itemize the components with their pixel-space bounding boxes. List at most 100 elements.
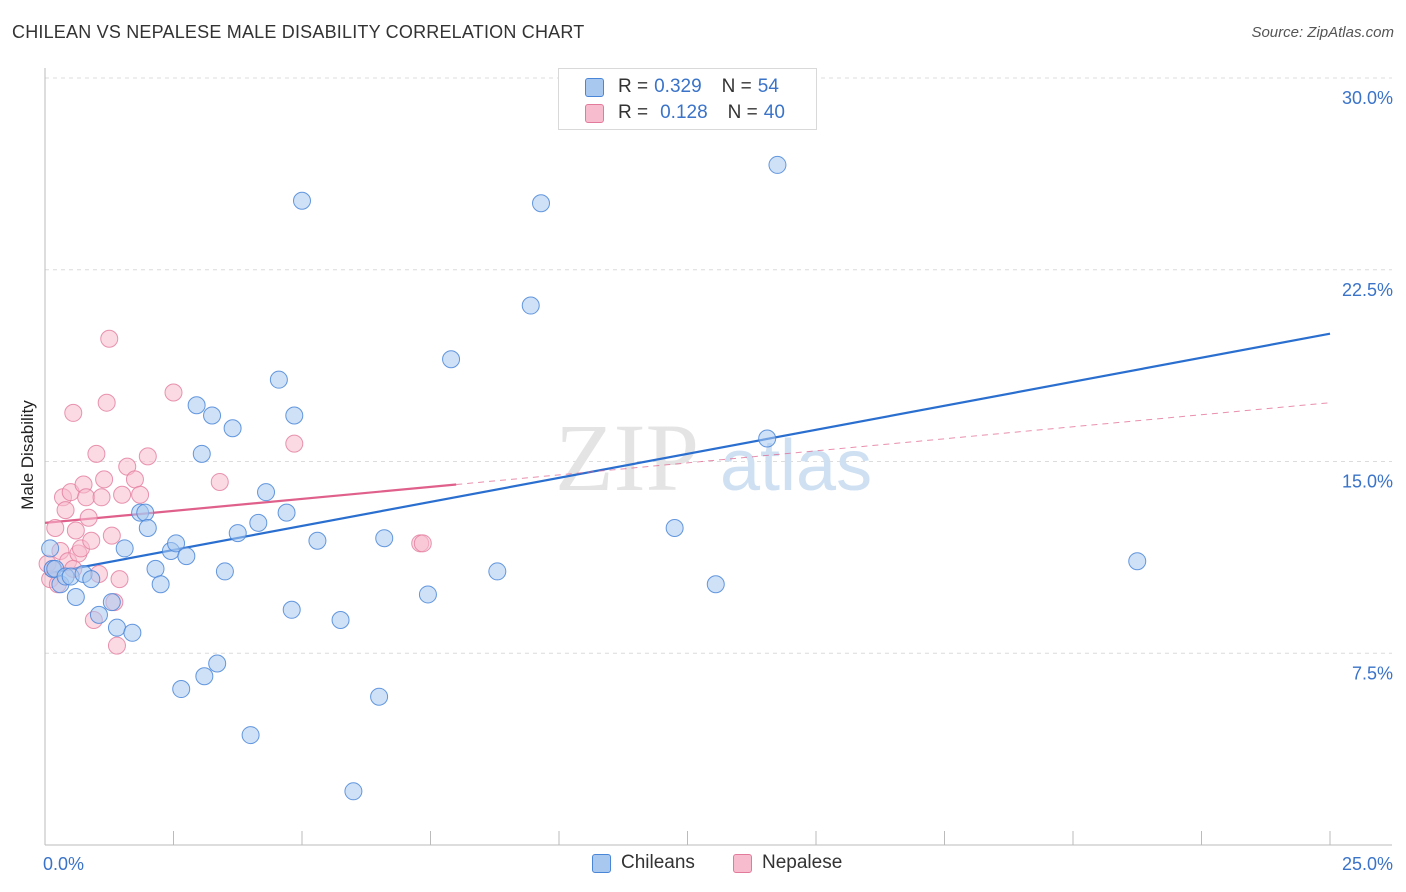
chileans-point (285, 406, 304, 425)
watermark-atlas: atlas (720, 426, 872, 506)
chileans-point (177, 547, 196, 566)
chileans-point (269, 370, 288, 389)
nepalese-point (138, 447, 157, 466)
nepalese-point (56, 501, 75, 520)
chileans-point (151, 575, 170, 594)
nepalese-trend-line (44, 483, 457, 524)
nepalese-point (100, 329, 119, 348)
chileans-point (228, 524, 247, 543)
chileans-point (172, 680, 191, 699)
nepalese-point (82, 531, 101, 550)
nepalese-point (87, 444, 106, 463)
chileans-point (488, 562, 507, 581)
chileans-point (167, 534, 186, 553)
chileans-point (115, 539, 134, 558)
chileans-point (282, 600, 301, 619)
chileans-point (442, 350, 461, 369)
chileans-point (107, 618, 126, 637)
nepalese-point (113, 485, 132, 504)
chileans-point (192, 444, 211, 463)
nepalese-swatch (733, 853, 752, 873)
chileans-point (249, 513, 268, 532)
chileans-point (41, 539, 60, 558)
source-label: Source: ZipAtlas.com (1251, 24, 1394, 41)
nepalese-point (413, 534, 432, 553)
legend-label: Chileans (621, 852, 695, 873)
chileans-point (375, 529, 394, 548)
legend-item-chileans: Chileans (592, 852, 695, 874)
chileans-swatch (592, 853, 611, 873)
watermark-zip: ZIP (555, 404, 699, 511)
chileans-point (138, 518, 157, 537)
chileans-point (241, 726, 260, 745)
y-tick-label: 15.0% (1342, 472, 1393, 492)
gridlines (45, 77, 1392, 654)
chileans-point (1128, 552, 1147, 571)
chileans-point (102, 593, 121, 612)
chileans-point (418, 585, 437, 604)
nepalese-point (97, 393, 116, 412)
nepalese-point (66, 521, 85, 540)
n-label: N = (721, 76, 752, 97)
axes (44, 68, 1392, 846)
nepalese-point (79, 508, 98, 527)
nepalese-point (95, 470, 114, 489)
legend-item-nepalese: Nepalese (733, 852, 842, 874)
chart-title: CHILEAN VS NEPALESE MALE DISABILITY CORR… (12, 22, 585, 42)
chileans-point (768, 155, 787, 174)
nepalese-point (77, 488, 96, 507)
r-value: 0.329 (654, 76, 702, 97)
chileans-trend-line (44, 332, 1331, 576)
nepalese-swatch (585, 103, 604, 123)
chileans-point (66, 588, 85, 607)
n-label: N = (727, 102, 758, 123)
chileans-swatch (585, 77, 604, 97)
watermark: ZIP atlas (555, 404, 872, 511)
chileans-point (203, 406, 222, 425)
chileans-point (344, 782, 363, 801)
chileans-point (257, 483, 276, 502)
chileans-point (277, 503, 296, 522)
nepalese-trend-extension (456, 402, 1331, 486)
nepalese-point (107, 636, 126, 655)
chileans-point (208, 654, 227, 673)
legend-label: Nepalese (762, 852, 843, 873)
r-label: R = (618, 102, 649, 123)
y-tick-label: 7.5% (1352, 663, 1393, 683)
nepalese-point (285, 434, 304, 453)
chileans-point (195, 667, 214, 686)
tick-labels: 7.5% 15.0% 22.5% 30.0% 0.0% 25.0% (43, 88, 1393, 874)
chileans-point (521, 296, 540, 315)
n-value: 40 (763, 102, 785, 123)
chileans-point (331, 611, 350, 630)
chileans-point (123, 623, 142, 642)
x-tick-label: 25.0% (1342, 854, 1393, 874)
legend-row-chileans: R = 0.329 N = 54 (585, 75, 779, 99)
chileans-point (215, 562, 234, 581)
r-label: R = (618, 76, 649, 97)
chileans-point (532, 194, 551, 213)
chileans-point (187, 396, 206, 415)
correlation-legend: R = 0.329 N = 54 R = 0.128 N = 40 (558, 68, 817, 130)
nepalese-point (46, 518, 65, 537)
chileans-point (136, 503, 155, 522)
chileans-point (82, 570, 101, 589)
chileans-point (146, 559, 165, 578)
chileans-point (665, 518, 684, 537)
r-value: 0.128 (660, 102, 708, 123)
n-value: 54 (757, 76, 779, 97)
y-tick-label: 22.5% (1342, 280, 1393, 300)
nepalese-point (110, 570, 129, 589)
chileans-point (223, 419, 242, 438)
chileans-point (758, 429, 777, 448)
chileans-point (706, 575, 725, 594)
trend-lines (44, 332, 1331, 576)
data-points (38, 155, 1147, 801)
nepalese-point (210, 472, 229, 491)
nepalese-point (92, 488, 111, 507)
y-tick-label: 30.0% (1342, 88, 1393, 108)
chileans-point (370, 687, 389, 706)
nepalese-point (125, 470, 144, 489)
nepalese-point (131, 485, 150, 504)
